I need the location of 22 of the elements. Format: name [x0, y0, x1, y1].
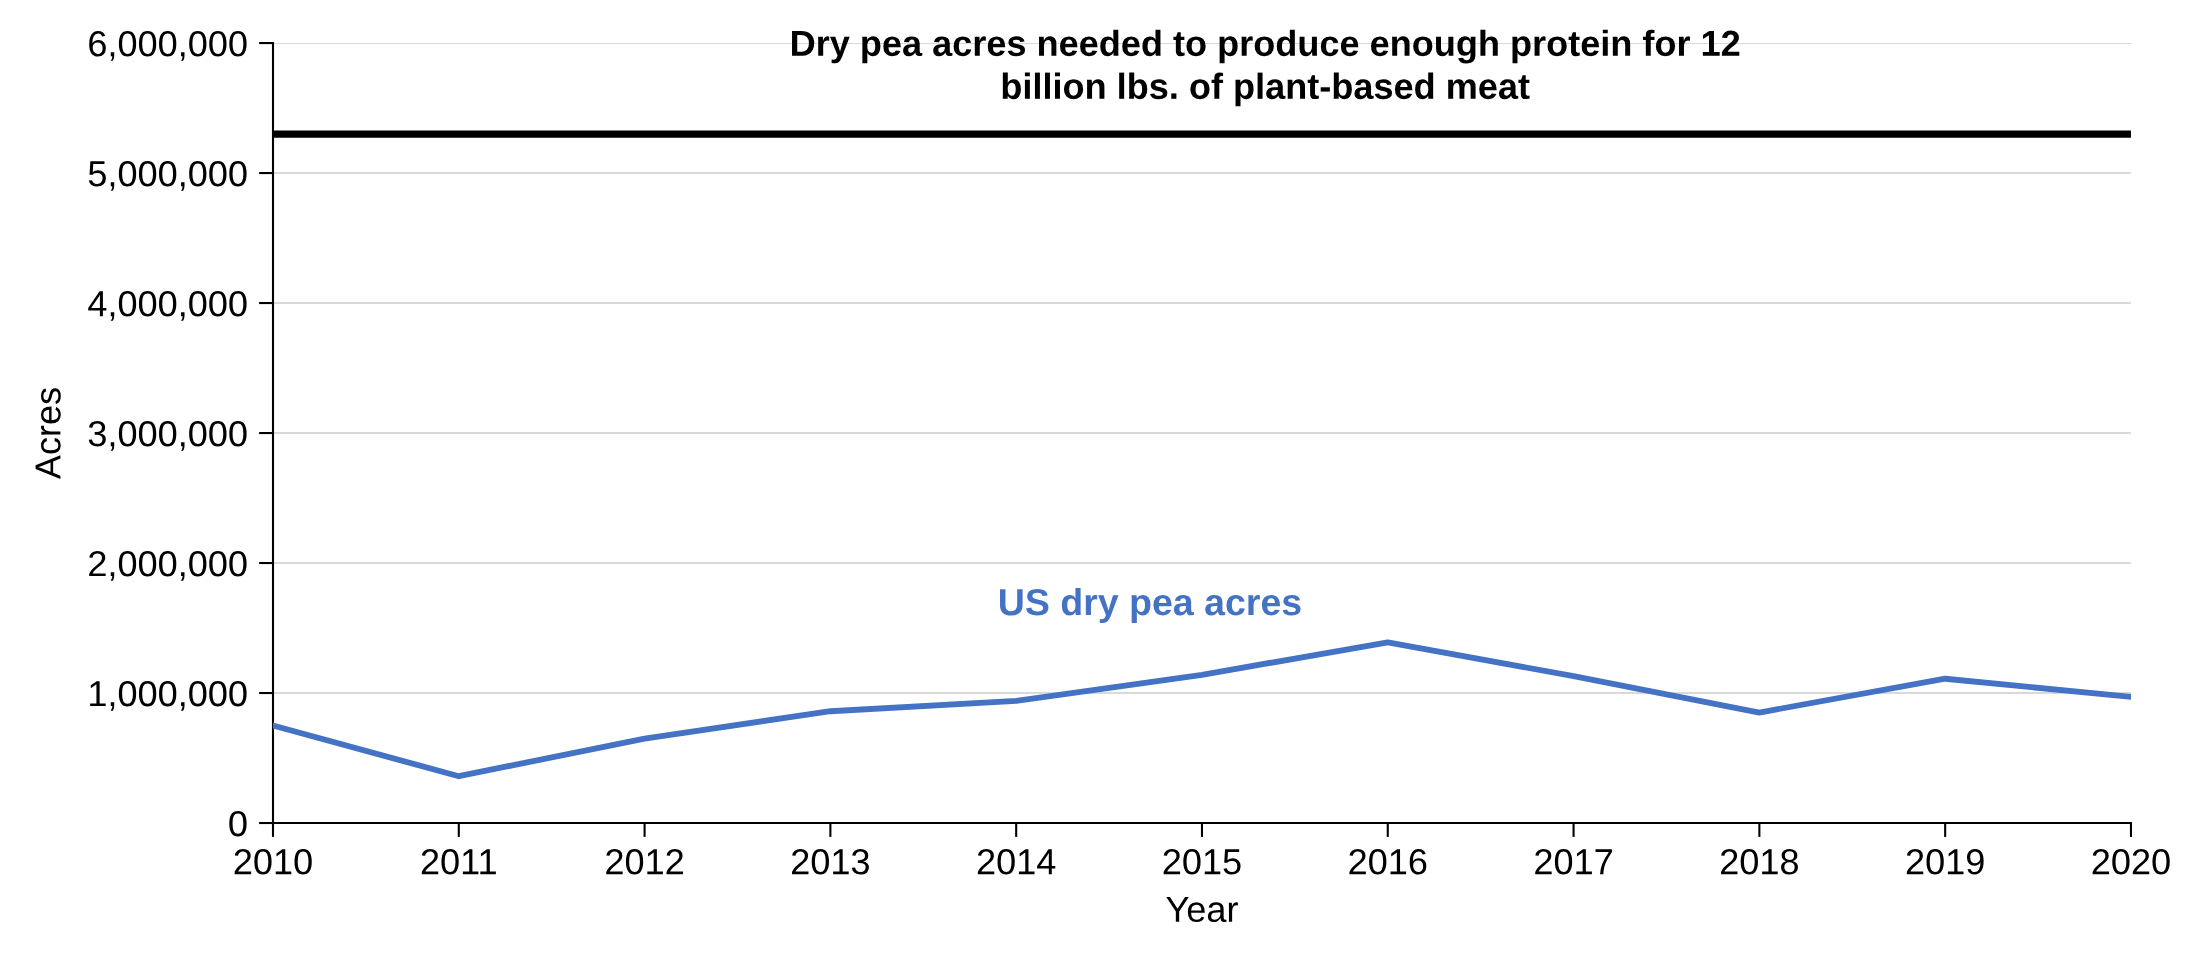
x-tick-label: 2016: [1349, 848, 1427, 875]
y-tick-label: 0: [229, 810, 247, 837]
x-tick-label: 2015: [1163, 848, 1241, 875]
y-tick-label: 3,000,000: [88, 420, 247, 451]
x-tick-label: 2017: [1535, 848, 1612, 875]
series-label: US dry pea acres: [1000, 587, 1301, 623]
x-tick-label: 2010: [234, 848, 312, 875]
x-tick-label: 2011: [421, 848, 496, 875]
y-tick-label: 5,000,000: [88, 160, 247, 191]
x-tick-label: 2012: [606, 848, 683, 875]
ref-line-label: Dry pea acres needed to produce enough protein for 12 billion lbs. of plant-based meat: [792, 29, 1740, 107]
x-tick-label: 2013: [792, 848, 869, 875]
x-tick-label: 2019: [1906, 848, 1984, 875]
y-tick-label: 2,000,000: [89, 550, 247, 581]
x-tick-label: 2014: [977, 848, 1056, 875]
y-axis-title: Acres: [35, 388, 61, 480]
x-axis-title: Year: [1166, 896, 1238, 923]
y-tick-label: 1,000,000: [90, 680, 247, 711]
y-tick-label: 6,000,000: [89, 30, 247, 61]
x-tick-label: 2020: [2092, 848, 2170, 875]
y-tick-label: 4,000,000: [88, 290, 247, 321]
x-tick-label: 2018: [1721, 848, 1798, 875]
